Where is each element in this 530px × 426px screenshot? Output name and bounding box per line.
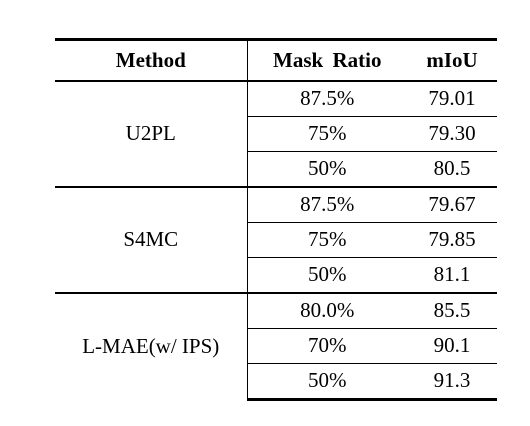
mask-ratio-cell: 50%	[247, 256, 407, 293]
mask-ratio-cell: 50%	[247, 150, 407, 187]
table-row: 70% 90.1	[55, 327, 497, 363]
header-mask-ratio: Mask Ratio	[247, 38, 407, 82]
table-row: 75% 79.30	[55, 115, 497, 151]
header-row: Method Mask Ratio mIoU	[55, 38, 497, 82]
method-cell: U2PL	[55, 80, 248, 187]
table-header: Method Mask Ratio mIoU	[55, 38, 497, 82]
mask-ratio-cell: 87.5%	[247, 185, 407, 222]
mask-ratio-cell: 50%	[247, 362, 407, 401]
group-s4mc: S4MC 87.5% 79.67 75% 79.85 50% 81.1	[55, 185, 497, 293]
mask-ratio-cell: 70%	[247, 327, 407, 363]
miou-cell: 90.1	[407, 327, 497, 363]
table-row: 50% 91.3	[55, 362, 497, 401]
results-table: Method Mask Ratio mIoU U2PL 87.5% 79.01 …	[55, 38, 497, 401]
table-row: S4MC 87.5% 79.67	[55, 185, 497, 293]
miou-cell: 79.67	[407, 185, 497, 222]
method-cell: S4MC	[55, 185, 248, 293]
mask-ratio-cell: 80.0%	[247, 291, 407, 328]
table-row: L-MAE(w/ IPS) 80.0% 85.5	[55, 291, 497, 399]
mask-ratio-cell: 75%	[247, 221, 407, 257]
method-cell: L-MAE(w/ IPS)	[55, 291, 248, 399]
miou-cell: 79.01	[428, 86, 476, 110]
miou-cell: 91.3	[407, 362, 497, 401]
mask-ratio-cell: 87.5%	[300, 86, 355, 110]
miou-cell: 79.85	[407, 221, 497, 257]
table-row: 50% 81.1	[55, 256, 497, 293]
miou-cell: 80.5	[407, 150, 497, 187]
miou-cell: 85.5	[407, 291, 497, 328]
table-row: 50% 80.5	[55, 150, 497, 187]
table-row: 75% 79.85	[55, 221, 497, 257]
header-miou: mIoU	[407, 38, 497, 82]
group-l-mae: L-MAE(w/ IPS) 80.0% 85.5 70% 90.1 50% 91…	[55, 291, 497, 401]
miou-cell: 79.30	[407, 115, 497, 151]
mask-ratio-cell: 75%	[247, 115, 407, 151]
group-u2pl: U2PL 87.5% 79.01 75% 79.30 50% 80.5	[55, 80, 497, 187]
header-method: Method	[55, 38, 248, 82]
miou-cell: 81.1	[407, 256, 497, 293]
table-row: U2PL 87.5% 79.01	[55, 80, 497, 187]
